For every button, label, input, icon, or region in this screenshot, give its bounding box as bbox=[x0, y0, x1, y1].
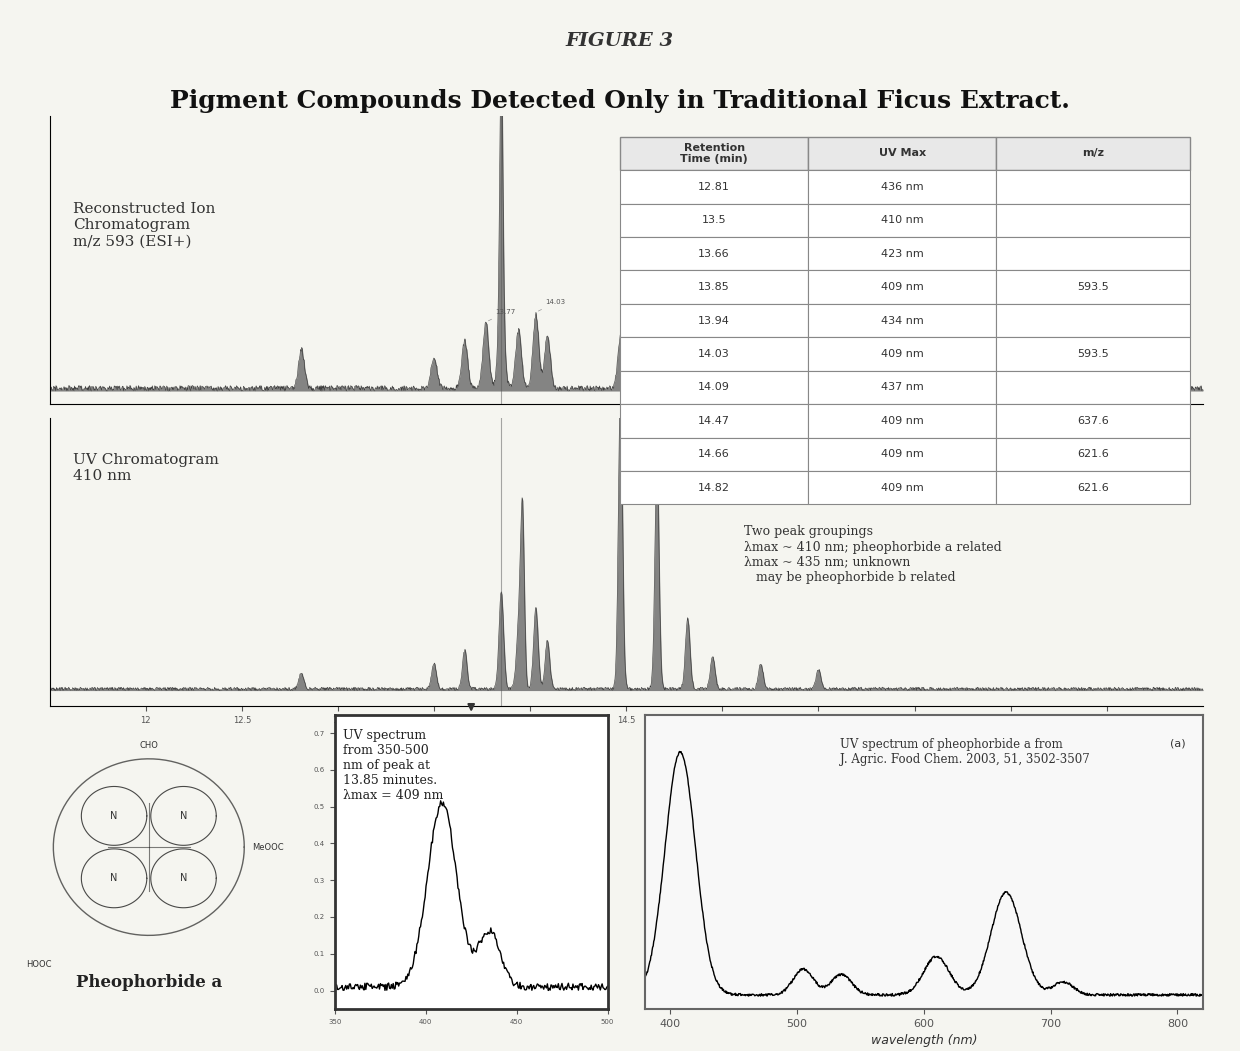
FancyBboxPatch shape bbox=[620, 304, 808, 337]
Text: 593.5: 593.5 bbox=[1078, 282, 1110, 292]
Text: UV spectrum
from 350-500
nm of peak at
13.85 minutes.
λmax = 409 nm: UV spectrum from 350-500 nm of peak at 1… bbox=[343, 729, 444, 802]
Text: Pigment Compounds Detected Only in Traditional Ficus Extract.: Pigment Compounds Detected Only in Tradi… bbox=[170, 89, 1070, 114]
FancyBboxPatch shape bbox=[620, 337, 808, 371]
FancyBboxPatch shape bbox=[808, 304, 997, 337]
Text: UV spectrum of pheophorbide a from
J. Agric. Food Chem. 2003, 51, 3502-3507: UV spectrum of pheophorbide a from J. Ag… bbox=[841, 738, 1090, 766]
Text: 436 nm: 436 nm bbox=[882, 182, 924, 191]
Text: 12.81: 12.81 bbox=[698, 182, 730, 191]
Text: 409 nm: 409 nm bbox=[880, 349, 924, 359]
Text: 434 nm: 434 nm bbox=[880, 315, 924, 326]
Text: 409 nm: 409 nm bbox=[880, 482, 924, 493]
Text: m/z: m/z bbox=[1083, 148, 1105, 159]
Text: HOOC: HOOC bbox=[26, 961, 52, 969]
FancyBboxPatch shape bbox=[620, 371, 808, 405]
Text: Retention
Time (min): Retention Time (min) bbox=[681, 143, 748, 164]
FancyBboxPatch shape bbox=[808, 437, 997, 471]
FancyBboxPatch shape bbox=[997, 236, 1190, 270]
FancyBboxPatch shape bbox=[808, 170, 997, 204]
FancyBboxPatch shape bbox=[808, 371, 997, 405]
FancyBboxPatch shape bbox=[808, 471, 997, 504]
Text: FIGURE 3: FIGURE 3 bbox=[565, 32, 675, 49]
Text: 13.85: 13.85 bbox=[698, 282, 730, 292]
Text: 14.47: 14.47 bbox=[698, 416, 730, 426]
Text: 593.5: 593.5 bbox=[1078, 349, 1110, 359]
Text: 13.77: 13.77 bbox=[489, 309, 516, 321]
FancyBboxPatch shape bbox=[808, 236, 997, 270]
Text: 637.6: 637.6 bbox=[1078, 416, 1110, 426]
Text: MeOOC: MeOOC bbox=[253, 843, 284, 851]
Text: CHO: CHO bbox=[139, 741, 159, 750]
FancyBboxPatch shape bbox=[620, 471, 808, 504]
Text: 409 nm: 409 nm bbox=[880, 416, 924, 426]
FancyBboxPatch shape bbox=[997, 304, 1190, 337]
Text: 13.5: 13.5 bbox=[702, 215, 727, 225]
Text: 13.94: 13.94 bbox=[698, 315, 730, 326]
FancyBboxPatch shape bbox=[997, 405, 1190, 437]
FancyBboxPatch shape bbox=[620, 137, 808, 170]
FancyBboxPatch shape bbox=[997, 437, 1190, 471]
FancyBboxPatch shape bbox=[808, 204, 997, 236]
Text: 14.03: 14.03 bbox=[538, 300, 565, 311]
Text: 13.66: 13.66 bbox=[698, 249, 730, 259]
Text: 423 nm: 423 nm bbox=[880, 249, 924, 259]
Text: N: N bbox=[180, 873, 187, 883]
Text: N: N bbox=[110, 873, 118, 883]
FancyBboxPatch shape bbox=[808, 270, 997, 304]
Text: 14.66: 14.66 bbox=[698, 450, 730, 459]
FancyBboxPatch shape bbox=[997, 170, 1190, 204]
FancyBboxPatch shape bbox=[997, 371, 1190, 405]
Text: N: N bbox=[180, 811, 187, 821]
FancyBboxPatch shape bbox=[620, 437, 808, 471]
FancyBboxPatch shape bbox=[808, 137, 997, 170]
FancyBboxPatch shape bbox=[620, 270, 808, 304]
Text: 14.03: 14.03 bbox=[698, 349, 730, 359]
Text: 437 nm: 437 nm bbox=[880, 383, 924, 392]
Text: Pheophorbide a: Pheophorbide a bbox=[76, 974, 222, 991]
FancyBboxPatch shape bbox=[808, 337, 997, 371]
Text: 621.6: 621.6 bbox=[1078, 450, 1110, 459]
FancyBboxPatch shape bbox=[997, 137, 1190, 170]
Text: 14.82: 14.82 bbox=[698, 482, 730, 493]
FancyBboxPatch shape bbox=[997, 270, 1190, 304]
FancyBboxPatch shape bbox=[620, 236, 808, 270]
FancyBboxPatch shape bbox=[620, 204, 808, 236]
Text: UV Chromatogram
410 nm: UV Chromatogram 410 nm bbox=[73, 453, 218, 483]
FancyBboxPatch shape bbox=[620, 170, 808, 204]
Text: N: N bbox=[110, 811, 118, 821]
FancyBboxPatch shape bbox=[997, 471, 1190, 504]
Text: 409 nm: 409 nm bbox=[880, 450, 924, 459]
Text: 621.6: 621.6 bbox=[1078, 482, 1110, 493]
Text: UV Max: UV Max bbox=[879, 148, 926, 159]
X-axis label: wavelength (nm): wavelength (nm) bbox=[870, 1034, 977, 1047]
Text: (a): (a) bbox=[1171, 738, 1185, 748]
FancyBboxPatch shape bbox=[997, 204, 1190, 236]
Text: 14.09: 14.09 bbox=[698, 383, 730, 392]
Text: 409 nm: 409 nm bbox=[880, 282, 924, 292]
FancyBboxPatch shape bbox=[997, 337, 1190, 371]
Text: Two peak groupings
λmax ~ 410 nm; pheophorbide a related
λmax ~ 435 nm; unknown
: Two peak groupings λmax ~ 410 nm; pheoph… bbox=[744, 526, 1002, 583]
FancyBboxPatch shape bbox=[808, 405, 997, 437]
Text: 410 nm: 410 nm bbox=[882, 215, 924, 225]
FancyBboxPatch shape bbox=[620, 405, 808, 437]
Text: Reconstructed Ion
Chromatogram
m/z 593 (ESI+): Reconstructed Ion Chromatogram m/z 593 (… bbox=[73, 202, 215, 248]
